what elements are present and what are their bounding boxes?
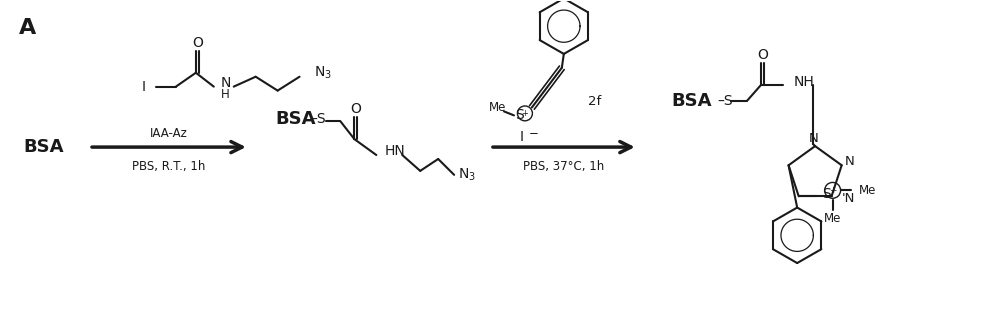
Text: N: N: [845, 155, 855, 168]
Text: +: +: [829, 186, 836, 195]
Text: S: S: [822, 187, 831, 201]
Text: O: O: [192, 36, 203, 50]
Text: N: N: [808, 132, 818, 145]
Text: O: O: [757, 48, 768, 62]
Text: 2f: 2f: [588, 95, 601, 108]
Text: HN: HN: [384, 144, 405, 158]
Text: I: I: [142, 80, 146, 94]
Text: N: N: [221, 76, 231, 90]
Text: −: −: [529, 127, 539, 140]
Text: 'N: 'N: [842, 192, 855, 205]
Text: I: I: [520, 130, 524, 144]
Text: NH: NH: [793, 75, 814, 89]
Text: Me: Me: [824, 212, 841, 225]
Text: –S: –S: [311, 112, 326, 126]
Text: PBS, R.T., 1h: PBS, R.T., 1h: [132, 160, 206, 174]
Text: S: S: [516, 108, 524, 122]
Text: Me: Me: [489, 101, 507, 114]
Text: N$_3$: N$_3$: [314, 65, 331, 81]
Text: H: H: [221, 88, 230, 101]
Text: BSA: BSA: [23, 138, 64, 156]
Text: +: +: [521, 109, 528, 118]
Text: –S: –S: [717, 94, 733, 107]
Text: N$_3$: N$_3$: [458, 167, 476, 183]
Text: Me: Me: [859, 184, 876, 197]
Text: IAA-Az: IAA-Az: [150, 127, 188, 140]
Text: PBS, 37°C, 1h: PBS, 37°C, 1h: [523, 160, 604, 174]
Text: BSA: BSA: [672, 91, 712, 110]
Text: A: A: [19, 18, 37, 38]
Text: BSA: BSA: [276, 110, 316, 128]
Text: O: O: [350, 102, 361, 117]
